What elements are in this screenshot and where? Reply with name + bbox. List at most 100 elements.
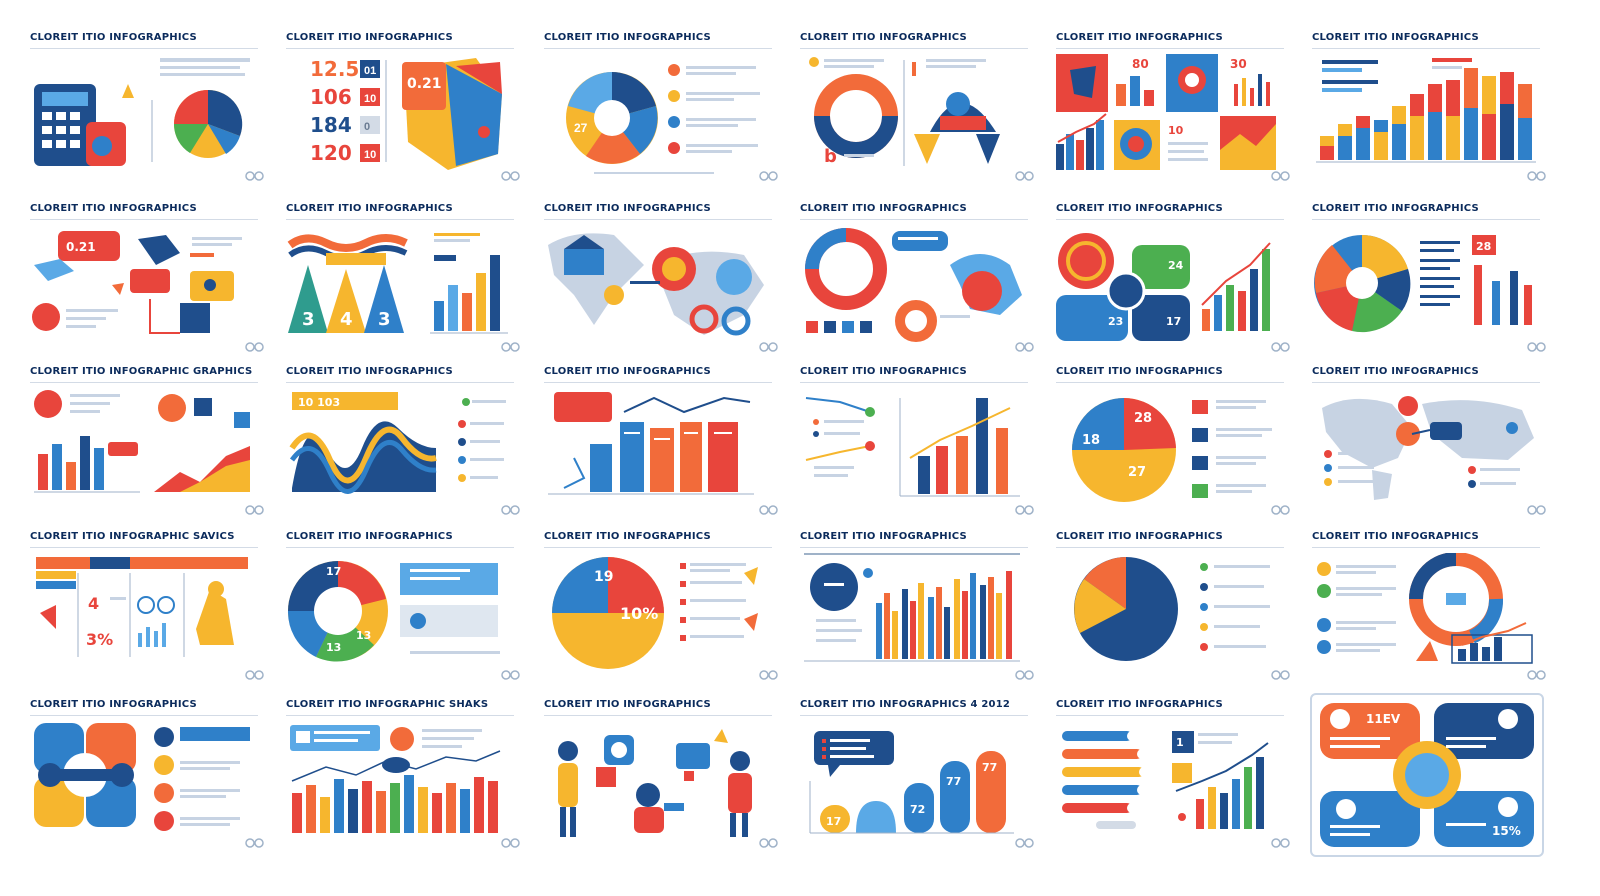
infographic-card[interactable]: CLOREIT ITIO INFOGRAPHIC SAVICS 4 3% <box>30 531 268 681</box>
chart-label: 15% <box>1492 824 1521 838</box>
title-divider <box>800 48 1028 49</box>
brand-logo-icon <box>501 342 520 352</box>
title-divider <box>544 219 772 220</box>
brand-logo-icon <box>1271 505 1290 515</box>
infographic-card-selected[interactable]: 11EV 15% <box>1310 693 1544 857</box>
infographic-card[interactable]: CLOREIT ITIO INFOGRAPHICS 4 2012 17 72 7… <box>800 699 1038 849</box>
infographic-card[interactable]: CLOREIT ITIO INFOGRAPHICS <box>544 699 782 849</box>
card-title: CLOREIT ITIO INFOGRAPHICS <box>544 699 711 710</box>
infographic-card[interactable]: CLOREIT ITIO INFOGRAPHIC GRAPHICS <box>30 366 268 516</box>
card-title: CLOREIT ITIO INFOGRAPHICS <box>1056 531 1223 542</box>
infographic-card[interactable]: CLOREIT ITIO INFOGRAPHICS <box>544 203 782 353</box>
brand-logo-icon <box>1527 505 1546 515</box>
brand-logo-icon <box>1527 670 1546 680</box>
chart-label: 72 <box>910 803 925 816</box>
card-title: CLOREIT ITIO INFOGRAPHICS <box>544 32 711 43</box>
infographic-card[interactable]: CLOREIT ITIO INFOGRAPHICS <box>800 203 1038 353</box>
card-title: CLOREIT ITIO INFOGRAPHICS <box>1312 531 1479 542</box>
title-divider <box>800 547 1028 548</box>
infographic-card[interactable]: CLOREIT ITIO INFOGRAPHICS 24 23 17 <box>1056 203 1294 353</box>
infographic-card[interactable]: CLOREIT ITIO INFOGRAPHICS <box>1312 366 1550 516</box>
chart-label: 77 <box>946 775 961 788</box>
infographic-card[interactable]: CLOREIT ITIO INFOGRAPHICS <box>800 531 1038 681</box>
chart-label: 13 <box>326 641 341 654</box>
card-illustration: 10 103 <box>286 388 524 516</box>
stat-badge: 01 <box>364 65 376 77</box>
card-title: CLOREIT ITIO INFOGRAPHIC SHAKS <box>286 699 489 710</box>
infographic-card[interactable]: CLOREIT ITIO INFOGRAPHICS 80 30 10 <box>1056 32 1294 182</box>
chart-label: 27 <box>1128 465 1146 480</box>
infographic-card[interactable]: CLOREIT ITIO INFOGRAPHICS <box>800 366 1038 516</box>
card-illustration: 18 28 27 <box>1056 388 1294 516</box>
brand-logo-icon <box>759 171 778 181</box>
infographic-card[interactable]: CLOREIT ITIO INFOGRAPHICS b <box>800 32 1038 182</box>
brand-logo-icon <box>245 670 264 680</box>
brand-logo-icon <box>759 505 778 515</box>
stat-number: 4 <box>88 594 99 613</box>
infographic-card[interactable]: CLOREIT ITIO INFOGRAPHICS 0.21 <box>30 203 268 353</box>
card-title: CLOREIT ITIO INFOGRAPHICS 4 2012 <box>800 699 1011 710</box>
infographic-card[interactable]: CLOREIT ITIO INFOGRAPHIC SHAKS <box>286 699 524 849</box>
infographic-card[interactable]: CLOREIT ITIO INFOGRAPHICS 3 4 3 <box>286 203 524 353</box>
title-divider <box>544 382 772 383</box>
infographic-card[interactable]: CLOREIT ITIO INFOGRAPHICS <box>1312 531 1550 681</box>
infographic-card[interactable]: CLOREIT ITIO INFOGRAPHICS <box>30 699 268 849</box>
card-illustration <box>1056 553 1294 681</box>
card-illustration: 24 23 17 <box>1056 225 1294 353</box>
card-illustration: 80 30 10 <box>1056 54 1294 182</box>
brand-logo-icon <box>245 838 264 848</box>
brand-logo-icon <box>501 505 520 515</box>
card-title: CLOREIT ITIO INFOGRAPHICS <box>1056 203 1223 214</box>
brand-logo-icon <box>1271 171 1290 181</box>
title-divider <box>544 48 772 49</box>
title-divider <box>1056 715 1284 716</box>
title-divider <box>1056 219 1284 220</box>
infographic-card[interactable]: CLOREIT ITIO INFOGRAPHICS <box>1312 32 1550 182</box>
infographic-card[interactable]: CLOREIT ITIO INFOGRAPHICS <box>30 32 268 182</box>
infographic-card[interactable]: CLOREIT ITIO INFOGRAPHICS 1 <box>1056 699 1294 849</box>
card-illustration <box>544 388 782 516</box>
card-illustration: b <box>800 54 1038 182</box>
infographic-card[interactable]: CLOREIT ITIO INFOGRAPHICS <box>544 366 782 516</box>
title-divider <box>1056 547 1284 548</box>
card-illustration <box>30 388 268 516</box>
infographic-card[interactable]: CLOREIT ITIO INFOGRAPHICS 27 <box>544 32 782 182</box>
card-illustration <box>544 721 782 849</box>
card-title: CLOREIT ITIO INFOGRAPHICS <box>1056 366 1223 377</box>
infographic-card[interactable]: CLOREIT ITIO INFOGRAPHICS 28 <box>1312 203 1550 353</box>
chart-label: 77 <box>982 761 997 774</box>
infographic-card[interactable]: CLOREIT ITIO INFOGRAPHICS 12.5 106 184 1… <box>286 32 524 182</box>
card-illustration: 1 <box>1056 721 1294 849</box>
card-illustration <box>800 225 1038 353</box>
brand-logo-icon <box>1271 342 1290 352</box>
stat-number: 120 <box>310 141 352 165</box>
infographic-card[interactable]: CLOREIT ITIO INFOGRAPHICS 10 103 <box>286 366 524 516</box>
infographic-card[interactable]: CLOREIT ITIO INFOGRAPHICS 17 13 13 <box>286 531 524 681</box>
title-divider <box>1056 382 1284 383</box>
card-title: CLOREIT ITIO INFOGRAPHIC SAVICS <box>30 531 235 542</box>
title-divider <box>286 219 514 220</box>
brand-logo-icon <box>1015 505 1034 515</box>
infographic-card[interactable]: CLOREIT ITIO INFOGRAPHICS 19 10% <box>544 531 782 681</box>
brand-logo-icon <box>1527 171 1546 181</box>
card-illustration <box>30 721 268 849</box>
callout-value: 0.21 <box>66 240 96 254</box>
banner-text: 10 103 <box>298 396 340 409</box>
infographic-card[interactable]: CLOREIT ITIO INFOGRAPHICS 18 28 27 <box>1056 366 1294 516</box>
infographic-card[interactable]: CLOREIT ITIO INFOGRAPHICS <box>1056 531 1294 681</box>
stat-badge: 10 <box>364 93 376 105</box>
brand-logo-icon <box>245 342 264 352</box>
brand-logo-icon <box>1015 171 1034 181</box>
card-illustration: 11EV 15% <box>1312 695 1542 855</box>
chart-label: 28 <box>1134 411 1152 426</box>
stat-number: 3% <box>86 630 113 649</box>
card-title: CLOREIT ITIO INFOGRAPHICS <box>544 531 711 542</box>
card-illustration: 27 <box>544 54 782 182</box>
brand-logo-icon <box>759 670 778 680</box>
brand-logo-icon <box>1015 670 1034 680</box>
brand-logo-icon <box>1271 838 1290 848</box>
chart-label: 24 <box>1168 259 1184 272</box>
chart-label: 11EV <box>1366 712 1401 726</box>
card-title: CLOREIT ITIO INFOGRAPHICS <box>1056 699 1223 710</box>
brand-logo-icon <box>1015 838 1034 848</box>
